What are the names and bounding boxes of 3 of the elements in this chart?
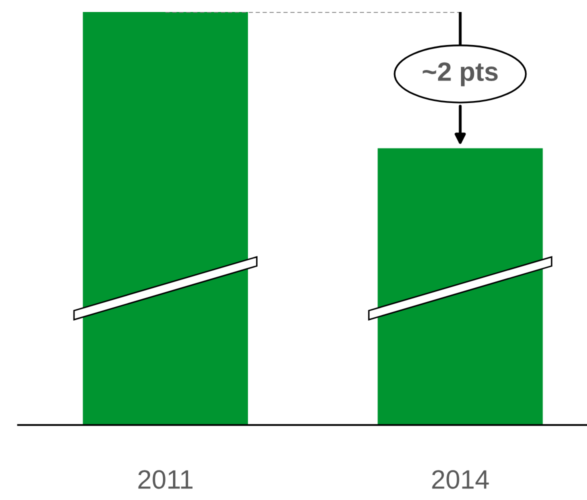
x-tick-label: 2011 [138,470,193,489]
x-tick-label: 2014 [432,470,489,489]
annotation: ~2 pts [422,62,498,86]
